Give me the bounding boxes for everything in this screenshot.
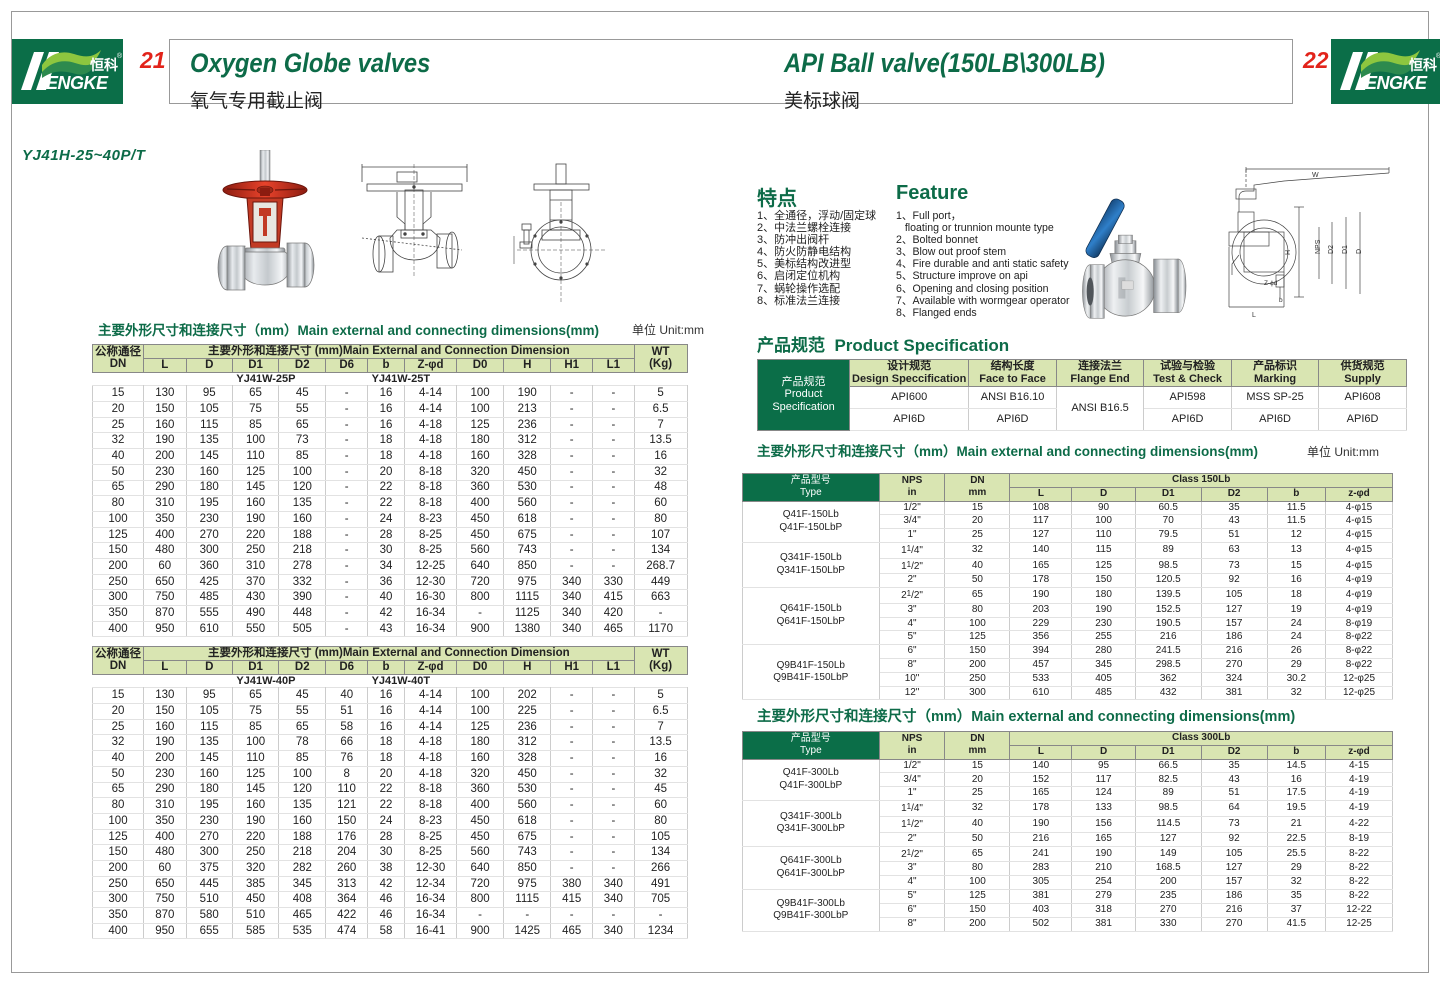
svg-text:b: b — [1279, 297, 1283, 304]
svg-text:D2: D2 — [1328, 245, 1335, 254]
svg-text:ENGKE: ENGKE — [46, 73, 109, 93]
svg-text:D1: D1 — [1342, 245, 1349, 254]
svg-text:W: W — [1312, 172, 1319, 179]
svg-text:Z-ϕd: Z-ϕd — [1264, 280, 1278, 287]
svg-text:D: D — [1356, 249, 1363, 254]
svg-text:H: H — [1285, 250, 1292, 255]
svg-text:®: ® — [117, 52, 123, 60]
svg-text:L: L — [1252, 312, 1256, 319]
svg-text:恒科: 恒科 — [90, 57, 118, 73]
svg-text:®: ® — [1436, 52, 1440, 60]
svg-text:NPS: NPS — [1315, 239, 1322, 254]
svg-text:恒科: 恒科 — [1409, 57, 1437, 73]
svg-text:ENGKE: ENGKE — [1365, 73, 1428, 93]
